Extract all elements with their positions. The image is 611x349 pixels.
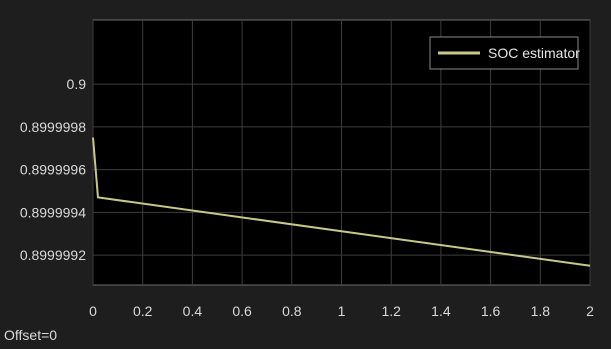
x-tick-label: 0.8 bbox=[282, 303, 302, 319]
y-tick-label: 0.8999998 bbox=[20, 119, 86, 135]
x-tick-label: 0.2 bbox=[133, 303, 153, 319]
offset-label: Offset=0 bbox=[4, 327, 57, 343]
x-tick-label: 2 bbox=[586, 303, 594, 319]
x-tick-label: 1.6 bbox=[481, 303, 501, 319]
x-tick-label: 1.4 bbox=[431, 303, 451, 319]
x-tick-label: 0.4 bbox=[183, 303, 203, 319]
y-tick-label: 0.8999994 bbox=[20, 204, 86, 220]
y-tick-label: 0.8999992 bbox=[20, 247, 86, 263]
y-tick-label: 0.9 bbox=[67, 76, 87, 92]
x-tick-label: 0.6 bbox=[232, 303, 252, 319]
x-tick-label: 1.8 bbox=[531, 303, 551, 319]
legend: SOC estimator bbox=[429, 36, 580, 70]
legend-label-soc-estimator: SOC estimator bbox=[488, 45, 580, 61]
grid bbox=[92, 20, 591, 285]
y-tick-label: 0.8999996 bbox=[20, 162, 86, 178]
series-line-soc-estimator bbox=[92, 137, 591, 267]
x-tick-label: 0 bbox=[89, 303, 97, 319]
x-tick-label: 1 bbox=[338, 303, 346, 319]
x-tick-label: 1.2 bbox=[381, 303, 401, 319]
tick-labels: 0 0.2 0.4 0.6 0.8 1 1.2 1.4 1.6 1.8 2 0.8999992 0.89… bbox=[20, 76, 594, 319]
series-layer bbox=[92, 137, 591, 267]
